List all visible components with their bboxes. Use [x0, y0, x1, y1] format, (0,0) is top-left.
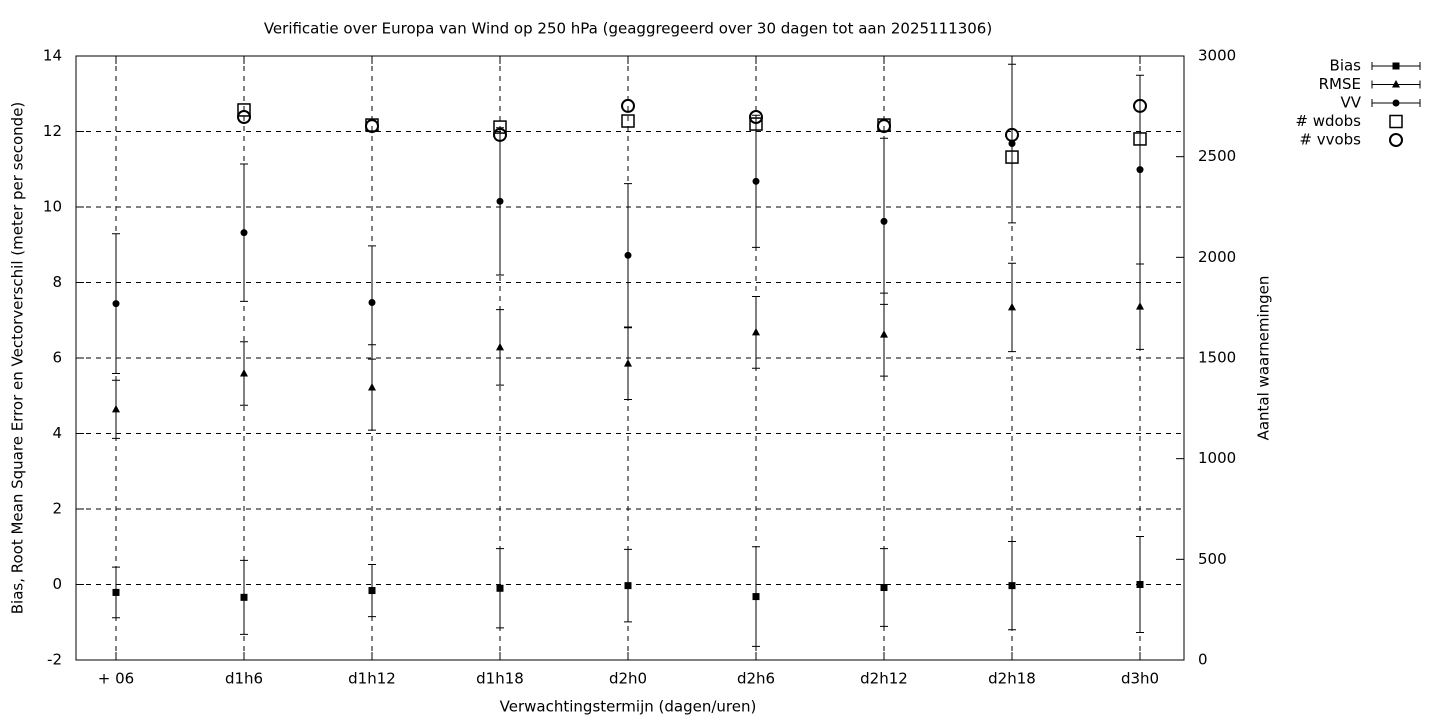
marker	[1133, 132, 1147, 146]
marker	[496, 197, 504, 205]
marker	[624, 582, 632, 590]
marker	[880, 584, 888, 592]
y2-tick-label: 1500	[1198, 349, 1236, 367]
marker	[1136, 166, 1144, 174]
y2-axis-label: Aantal waarnemingen	[1255, 276, 1273, 441]
legend-marker	[1392, 99, 1400, 107]
marker	[621, 114, 635, 128]
marker	[749, 117, 763, 131]
y-tick-label: 6	[52, 349, 62, 367]
x-tick-label: d2h0	[609, 670, 647, 688]
legend-label: RMSE	[1319, 75, 1361, 93]
legend-label: # vvobs	[1299, 131, 1361, 149]
legend-label: Bias	[1330, 57, 1362, 75]
marker	[1008, 140, 1016, 148]
y-tick-label: 0	[52, 575, 62, 593]
marker	[1005, 127, 1019, 142]
marker	[877, 119, 891, 134]
legend-label: # wdobs	[1295, 112, 1361, 130]
marker	[240, 368, 248, 377]
marker	[240, 593, 248, 601]
y-axis-label: Bias, Root Mean Square Error en Vectorve…	[9, 102, 27, 615]
marker	[752, 593, 760, 601]
marker	[624, 251, 632, 259]
marker	[112, 404, 120, 413]
x-tick-label: d2h6	[737, 670, 775, 688]
marker	[752, 177, 760, 185]
marker	[240, 229, 248, 237]
marker	[112, 588, 120, 596]
marker	[237, 103, 251, 117]
y-tick-label: -2	[47, 651, 62, 669]
marker	[880, 217, 888, 225]
marker	[1005, 150, 1019, 164]
y2-tick-label: 0	[1198, 651, 1208, 669]
marker	[493, 120, 507, 134]
y-tick-label: 10	[43, 198, 62, 216]
y-tick-label: 4	[52, 424, 62, 442]
marker	[752, 327, 760, 336]
y2-tick-label: 2000	[1198, 248, 1236, 266]
y2-tick-label: 3000	[1198, 47, 1236, 65]
y-tick-label: 8	[52, 273, 62, 291]
marker	[368, 299, 376, 307]
marker	[1133, 98, 1147, 113]
marker	[368, 382, 376, 391]
y-tick-label: 2	[52, 500, 62, 518]
y2-tick-label: 500	[1198, 550, 1227, 568]
y2-tick-label: 2500	[1198, 147, 1236, 165]
y2-tick-label: 1000	[1198, 449, 1236, 467]
x-tick-label: + 06	[98, 670, 134, 688]
marker	[493, 127, 507, 142]
x-tick-label: d3h0	[1121, 670, 1159, 688]
marker	[1136, 581, 1144, 588]
marker	[1008, 582, 1016, 590]
marker	[1136, 302, 1144, 310]
marker	[365, 119, 379, 134]
y-tick-label: 12	[43, 122, 62, 140]
legend-marker	[1389, 114, 1403, 129]
marker	[749, 110, 763, 125]
marker	[880, 330, 888, 338]
x-axis-label: Verwachtingstermijn (dagen/uren)	[500, 698, 757, 716]
marker	[368, 587, 376, 595]
legend-label: VV	[1340, 94, 1361, 112]
y-tick-label: 14	[43, 47, 62, 65]
marker	[237, 110, 251, 125]
marker	[624, 359, 632, 367]
x-tick-label: d2h18	[988, 670, 1036, 688]
x-tick-label: d1h12	[348, 670, 396, 688]
x-tick-label: d1h6	[225, 670, 263, 688]
marker	[112, 300, 120, 308]
legend-marker	[1392, 62, 1400, 70]
marker	[621, 98, 635, 113]
marker	[496, 342, 504, 351]
marker	[1008, 302, 1016, 311]
x-tick-label: d2h12	[860, 670, 908, 688]
legend-marker	[1389, 133, 1403, 147]
chart-title: Verificatie over Europa van Wind op 250 …	[264, 20, 992, 38]
x-tick-label: d1h18	[476, 670, 524, 688]
marker	[496, 584, 504, 592]
legend-marker	[1392, 80, 1400, 88]
